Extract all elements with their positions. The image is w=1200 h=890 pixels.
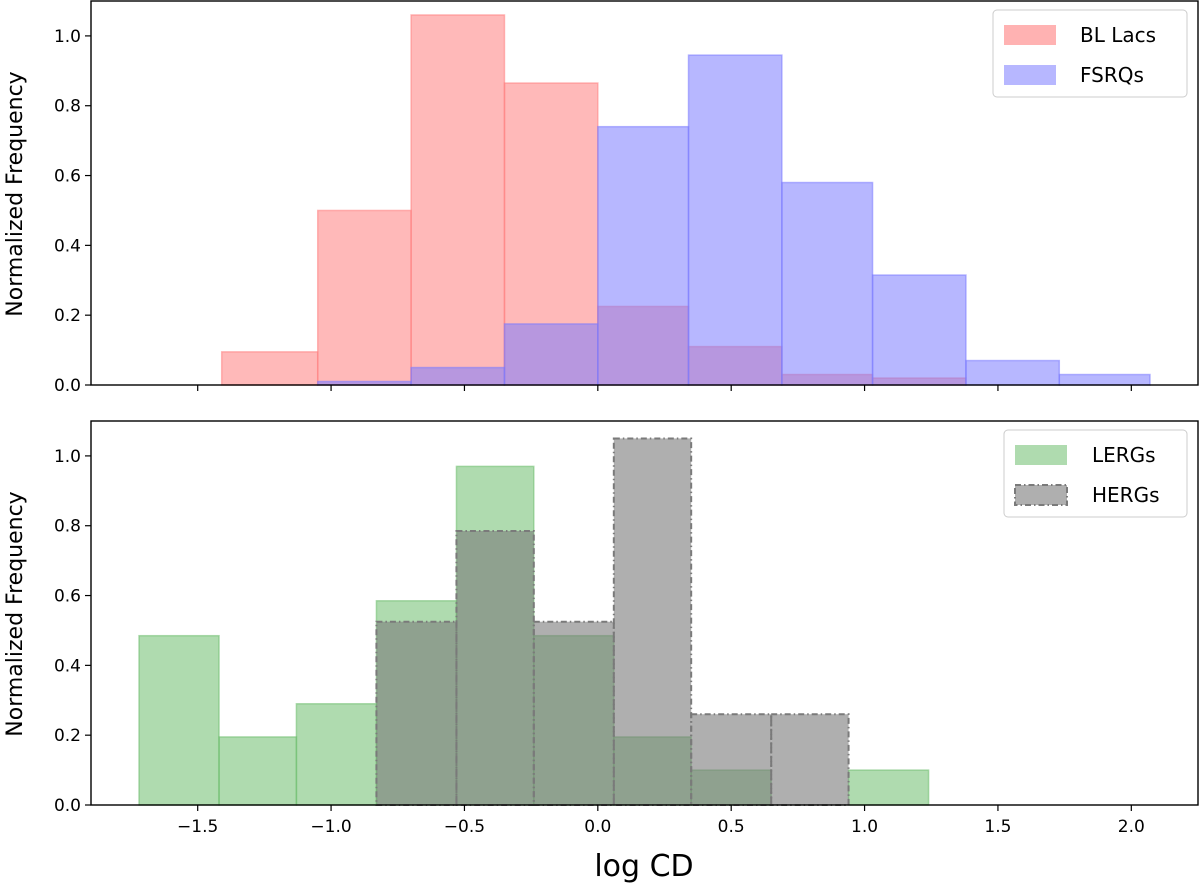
bar-fsrqs-7 (965, 359, 1061, 386)
bottom-panel-y-axis-label: Normalized Frequency (3, 491, 28, 736)
bar-fsrqs-1 (410, 366, 506, 386)
bottom-panel-legend: LERGs HERGs (1003, 429, 1188, 518)
bar-fsrqs-8 (1058, 373, 1151, 386)
top-panel-y-ticks: 0.0 0.2 0.4 0.6 0.8 1.0 (54, 27, 91, 396)
bar-hergs-1 (455, 529, 535, 807)
y-tick-label: 0.8 (54, 517, 81, 537)
y-tick-label: 0.2 (54, 306, 81, 326)
bar-lergs-8 (847, 769, 930, 806)
bar-hergs-4 (690, 713, 773, 806)
legend-label-hergs: HERGs (1092, 483, 1160, 507)
bar-fsrqs-5 (781, 181, 874, 386)
y-tick-label: 0.8 (54, 97, 81, 117)
legend-swatch-fsrqs (1004, 65, 1056, 85)
y-tick-label: 0.6 (54, 167, 81, 187)
top-panel-y-axis-label: Normalized Frequency (3, 71, 28, 316)
bottom-panel-bars (138, 437, 930, 807)
bar-lergs-2 (295, 703, 378, 806)
bar-bl-lacs-1 (316, 209, 412, 386)
bar-hergs-0 (375, 620, 458, 806)
x-tick-label: 2.0 (1118, 817, 1145, 837)
bottom-panel-x-ticks: −1.5 −1.0 −0.5 0.0 0.5 1.0 1.5 2.0 (177, 805, 1145, 837)
bar-lergs-0 (138, 634, 220, 806)
x-tick-label: 0.0 (584, 817, 611, 837)
y-tick-label: 1.0 (54, 27, 81, 47)
bar-lergs-1 (218, 736, 298, 806)
x-tick-label: 1.5 (984, 817, 1011, 837)
top-panel-legend: BL Lacs FSRQs (992, 9, 1188, 98)
top-panel: 0.00.20.40.60.81.0 Normalized Frequency … (3, 0, 1199, 396)
x-tick-label: −0.5 (444, 817, 485, 837)
x-axis-label: log CD (594, 849, 693, 884)
bar-fsrqs-3 (597, 125, 690, 386)
top-panel-x-ticks (197, 385, 1132, 391)
bottom-panel-frame (90, 420, 1199, 806)
x-tick-label: 0.5 (718, 817, 745, 837)
bar-fsrqs-2 (503, 323, 599, 386)
bar-hergs-5 (770, 713, 850, 806)
x-tick-label: 1.0 (851, 817, 878, 837)
legend-label-bl-lacs: BL Lacs (1080, 23, 1156, 47)
y-tick-label: 0.2 (54, 726, 81, 746)
legend-label-fsrqs: FSRQs (1080, 63, 1144, 87)
bar-hergs-3 (612, 437, 693, 806)
bar-fsrqs-4 (687, 54, 783, 386)
legend-swatch-hergs (1014, 484, 1068, 506)
top-panel-bars (220, 14, 1151, 386)
x-tick-label: −1.5 (177, 817, 218, 837)
y-tick-label: 1.0 (54, 447, 81, 467)
bar-hergs-2 (532, 620, 615, 806)
y-tick-label: 0.4 (54, 656, 81, 676)
y-tick-label: 0.6 (54, 587, 81, 607)
bottom-panel: 0.0 0.2 0.4 0.6 0.8 1.0 −1.5 −1.0 −0.5 0.0 0.5 1.0… (3, 420, 1199, 884)
y-tick-label: 0.0 (54, 796, 81, 816)
bar-bl-lacs-0 (220, 351, 319, 386)
bar-fsrqs-6 (871, 274, 967, 386)
x-tick-label: −1.0 (310, 817, 351, 837)
legend-swatch-lergs (1015, 445, 1067, 465)
top-panel-frame (90, 0, 1199, 386)
legend-label-lergs: LERGs (1092, 443, 1156, 467)
legend-swatch-bl-lacs (1004, 25, 1056, 45)
y-tick-label: 0.0 (54, 376, 81, 396)
y-tick-label: 0.4 (54, 236, 81, 256)
bar-bl-lacs-2 (410, 14, 506, 386)
bottom-panel-y-ticks: 0.0 0.2 0.4 0.6 0.8 1.0 (54, 447, 91, 816)
